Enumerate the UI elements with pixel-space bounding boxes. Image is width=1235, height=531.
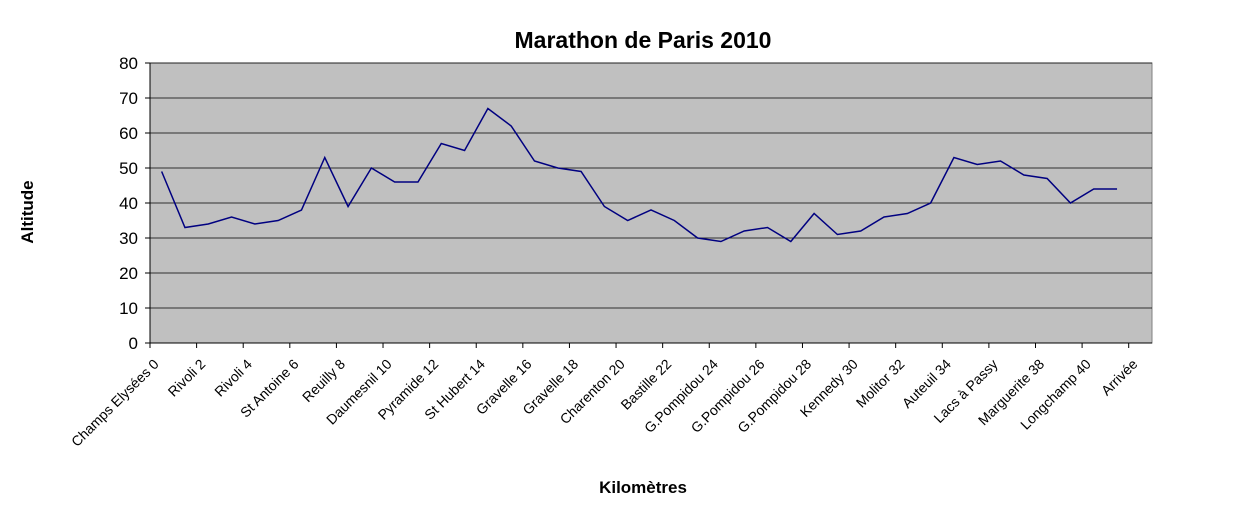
x-tick-label: Champs Elysées 0 <box>68 356 162 450</box>
y-axis-label: Altitude <box>18 180 37 243</box>
x-axis-label: Kilomètres <box>599 478 687 497</box>
y-tick-label: 10 <box>119 299 138 318</box>
y-tick-label: 50 <box>119 159 138 178</box>
y-tick-label: 20 <box>119 264 138 283</box>
x-tick-label: Rivoli 4 <box>211 356 255 400</box>
x-tick-label: Rivoli 2 <box>165 356 209 400</box>
chart-title: Marathon de Paris 2010 <box>515 27 772 53</box>
y-tick-label: 30 <box>119 229 138 248</box>
y-tick-label: 60 <box>119 124 138 143</box>
y-tick-label: 40 <box>119 194 138 213</box>
x-tick-label: Molitor 32 <box>853 356 908 411</box>
y-tick-label: 80 <box>119 54 138 73</box>
data-line <box>160 107 1118 243</box>
y-tick-label: 0 <box>129 334 138 353</box>
y-tick-label: 70 <box>119 89 138 108</box>
x-tick-label: Arrivée <box>1098 356 1141 399</box>
